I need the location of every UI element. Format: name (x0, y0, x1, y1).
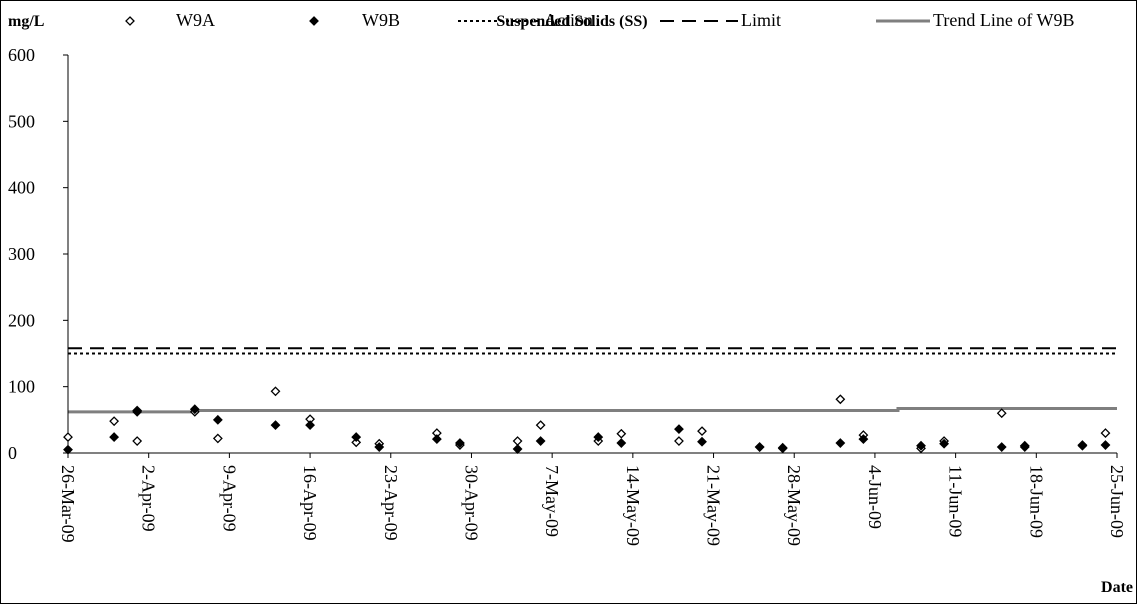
w9b-point (431, 434, 442, 444)
y-tick-label: 600 (8, 45, 35, 65)
w9b-point (270, 420, 281, 431)
x-tick-label: 28-May-09 (784, 465, 804, 546)
y-tick-label: 200 (8, 310, 35, 330)
y-tick-label: 500 (8, 111, 35, 131)
w9b-point (189, 404, 200, 415)
x-axis-label: Date (1101, 579, 1133, 596)
w9a-point (270, 386, 281, 397)
w9b-point (777, 442, 788, 453)
w9b-point (858, 434, 869, 444)
y-axis-label: mg/L (8, 13, 44, 30)
w9a-point (535, 420, 546, 431)
x-tick-label: 11-Jun-09 (946, 465, 966, 537)
w9b-point (455, 438, 465, 448)
w9b-point (1077, 440, 1088, 450)
w9b-point (835, 438, 846, 448)
x-tick-label: 4-Jun-09 (865, 465, 885, 529)
w9b-point (939, 438, 950, 449)
chart-title: Suspended Solids (SS) (496, 13, 647, 30)
w9b-point (305, 420, 315, 431)
y-tick-label: 0 (8, 443, 17, 463)
x-tick-label: 23-Apr-09 (381, 465, 401, 541)
x-tick-label: 18-Jun-09 (1026, 465, 1046, 538)
w9b-point (916, 440, 926, 451)
w9b-point (616, 438, 627, 448)
w9a-point (697, 426, 707, 437)
w9b-point (697, 436, 707, 447)
w9b-point (132, 406, 143, 417)
x-tick-label: 25-Jun-09 (1107, 465, 1127, 538)
w9b-point (512, 444, 523, 454)
x-tick-label: 26-Mar-09 (58, 465, 78, 543)
w9a-point (132, 436, 143, 446)
x-tick-label: 7-May-09 (542, 465, 562, 537)
plot-lines (68, 347, 1117, 414)
x-tick-label: 30-Apr-09 (461, 465, 481, 541)
w9a-point (109, 416, 120, 427)
w9b-point (674, 424, 684, 435)
x-tick-label: 21-May-09 (704, 465, 724, 546)
y-tick-label: 400 (8, 178, 35, 198)
legend: W9A W9B Action Limit Trend Line of W9B (125, 10, 1075, 30)
legend-label-w9b: W9B (362, 10, 400, 30)
w9b-point (109, 432, 120, 442)
legend-label-action: Action (544, 10, 593, 30)
w9b-point (1100, 440, 1111, 450)
x-tick-label: 14-May-09 (623, 465, 643, 546)
trend-line-of-w9b-line (68, 407, 1117, 414)
axes: 0 100 200 300 400 500 600 26-Mar-09 2-Apr-09 9-Ap… (8, 45, 1127, 546)
w9a-point (351, 437, 362, 448)
w9b-point (374, 442, 385, 452)
w9b-point (535, 436, 546, 446)
legend-label-trend-line-of-w9b: Trend Line of W9B (933, 10, 1075, 30)
w9b-point (63, 444, 73, 455)
legend-marker-w9a (125, 16, 135, 26)
w9a-point (1100, 428, 1111, 439)
x-tick-label: 9-Apr-09 (219, 465, 239, 532)
y-tick-label: 100 (8, 377, 35, 397)
w9b-point (593, 432, 604, 442)
legend-label-w9a: W9A (176, 10, 215, 30)
w9b-point (212, 414, 223, 425)
y-tick-label: 300 (8, 244, 35, 264)
legend-marker-w9b (309, 16, 319, 26)
w9a-point (835, 394, 846, 405)
data-points (63, 386, 1111, 455)
w9b-point (351, 432, 362, 442)
w9a-point (212, 433, 223, 444)
w9b-point (1019, 440, 1030, 451)
w9b-point (754, 442, 765, 452)
w9a-point (674, 436, 684, 446)
w9a-point (63, 432, 73, 442)
x-tick-label: 2-Apr-09 (139, 465, 159, 532)
w9b-point (996, 442, 1007, 452)
legend-label-limit: Limit (741, 10, 781, 30)
w9a-point (996, 408, 1007, 419)
w9a-point (616, 428, 627, 439)
x-tick-label: 16-Apr-09 (300, 465, 320, 541)
